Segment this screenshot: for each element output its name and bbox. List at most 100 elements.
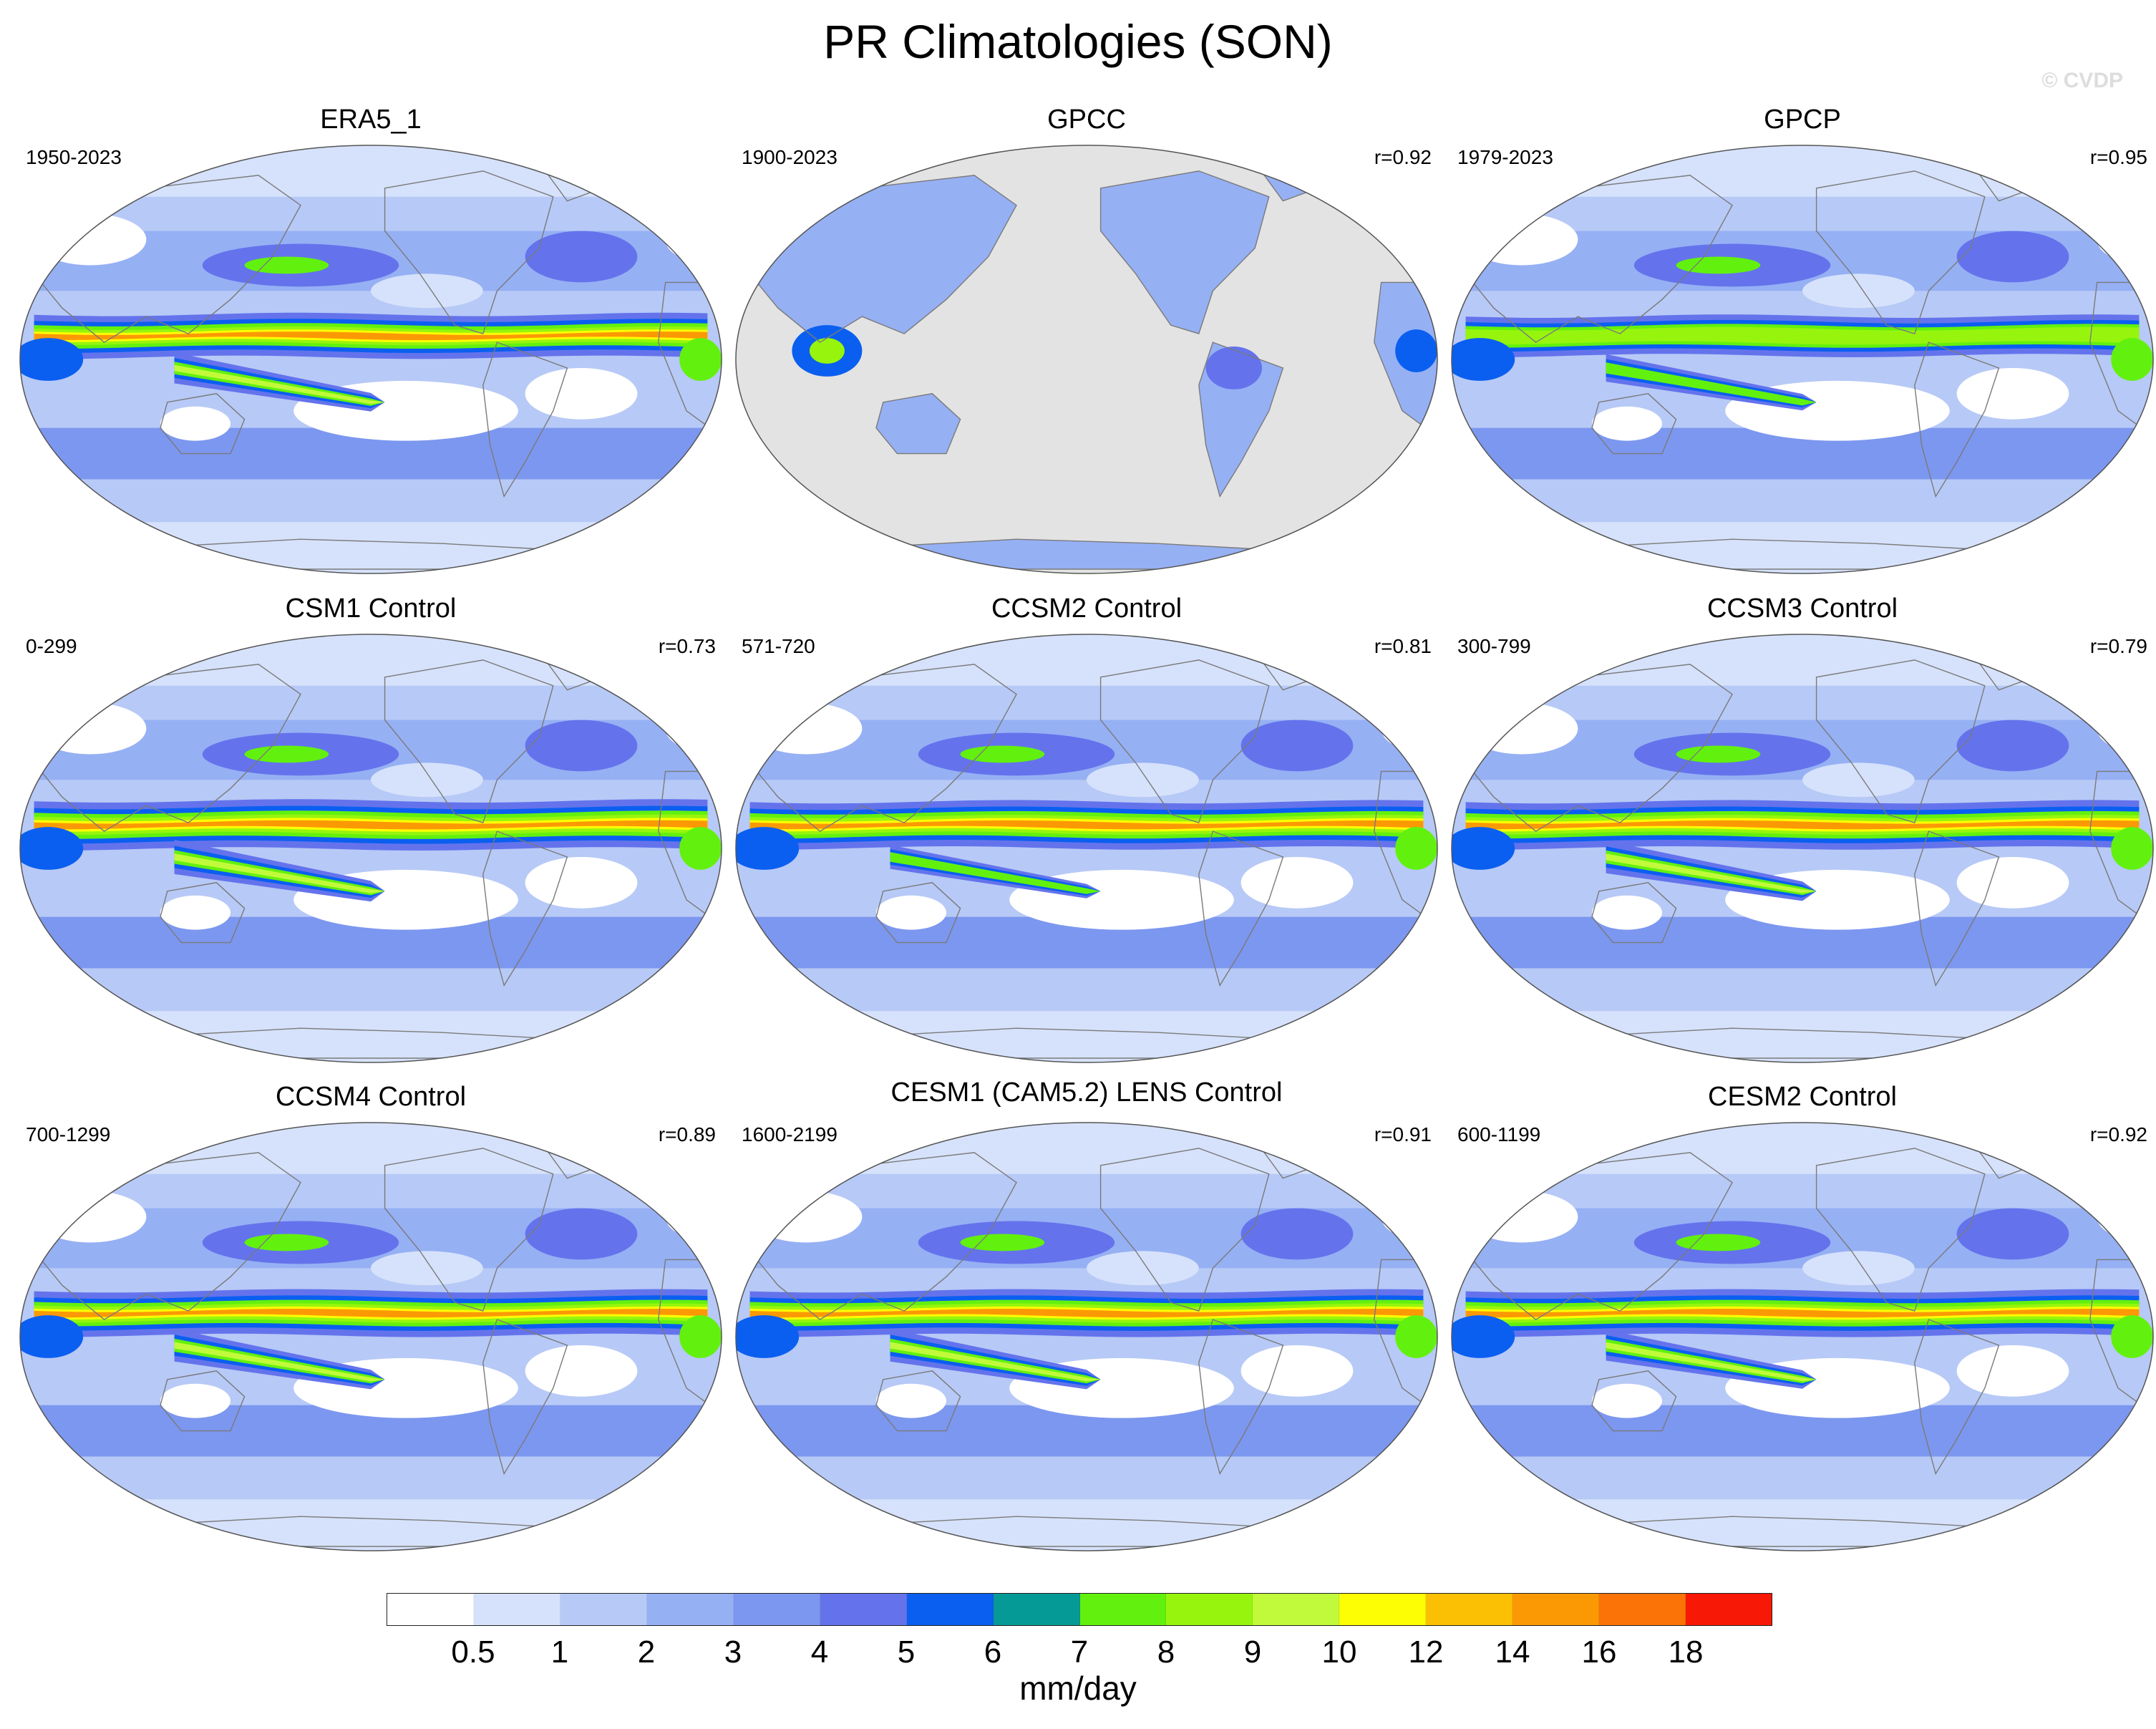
colorbar-swatch: [1599, 1594, 1686, 1625]
colorbar-swatch: [1339, 1594, 1427, 1625]
itcz-contour-5: [34, 331, 708, 341]
colorbar-swatch: [1253, 1594, 1340, 1625]
colorbar-swatch: [906, 1594, 994, 1625]
coastline-asia: [33, 1152, 301, 1320]
colorbar-tick-label: 2: [637, 1634, 656, 1670]
colorbar-swatch: [993, 1594, 1080, 1625]
panel-years: 700-1299: [26, 1123, 111, 1146]
precip-map-ccsm3: [1451, 634, 2154, 1063]
panel-title: CCSM4 Control: [275, 1082, 467, 1112]
panel-years: 571-720: [742, 635, 815, 657]
itcz-contour-5: [749, 820, 1424, 830]
itcz-contour-5: [34, 1309, 708, 1318]
colorbar-tick-label: 9: [1243, 1634, 1262, 1670]
coastline-samerica: [1198, 1319, 1284, 1476]
colorbar-tick-label: 10: [1321, 1634, 1357, 1670]
panel-years: 1979-2023: [1457, 146, 1553, 168]
coastline-namerica: [1815, 1148, 1986, 1312]
map-border: [735, 145, 1438, 574]
spcz-contour-3: [1606, 1342, 1817, 1382]
panel-title: GPCC: [1047, 105, 1126, 135]
coastline-australia: [875, 1370, 961, 1432]
precip-map-ccsm2: [735, 634, 1438, 1063]
colorbar-swatch: [1512, 1594, 1600, 1625]
coastline-australia: [1591, 393, 1677, 455]
coastline-australia: [160, 882, 246, 944]
precip-map-gpcp: [1451, 145, 2154, 574]
panel-years: 1600-2199: [742, 1123, 837, 1146]
panel-pattern-correlation: r=0.73: [658, 635, 716, 657]
spcz-contour-2: [1606, 362, 1817, 406]
colorbar-tick-label: 1: [550, 1634, 569, 1670]
coastline-asia: [749, 175, 1017, 343]
colorbar-tick-label: 6: [984, 1634, 1002, 1670]
map-panel-ccsm4: CCSM4 Control 700-1299 r=0.89: [13, 1081, 729, 1568]
panel-pattern-correlation: r=0.81: [1374, 635, 1432, 657]
panel-title: CESM1 (CAM5.2) LENS Control: [890, 1077, 1283, 1108]
panel-pattern-correlation: r=0.91: [1374, 1123, 1432, 1146]
colorbar-tick-label: 16: [1581, 1634, 1617, 1670]
map-panel-cesm1: CESM1 (CAM5.2) LENS Control 1600-2199 r=0.…: [729, 1077, 1444, 1568]
colorbar-tick-label: 18: [1668, 1634, 1704, 1670]
colorbar: [387, 1593, 1772, 1626]
panel-pattern-correlation: r=0.95: [2089, 146, 2147, 168]
colorbar-tick-label: 8: [1157, 1634, 1175, 1670]
colorbar-tick-label: 7: [1070, 1634, 1089, 1670]
map-panel-era5: ERA5_1 1950-2023: [13, 104, 729, 591]
land-field-australia: [876, 393, 961, 454]
itcz-contour-5: [34, 820, 708, 830]
coastline-asia: [33, 664, 301, 832]
itcz-contour-3: [1465, 326, 2140, 345]
colorbar-swatch: [1079, 1594, 1167, 1625]
colorbar-swatch: [733, 1594, 820, 1625]
panel-title: GPCP: [1764, 105, 1841, 135]
spcz-contour-2: [890, 852, 1101, 894]
colorbar-ticks: 0.5 1 2 3 4 5 6 7 8 9 10 12 14 16 18: [387, 1632, 1772, 1675]
spcz-contour-3: [174, 853, 385, 893]
spcz-contour-3: [1606, 853, 1817, 893]
coastline-namerica: [1815, 659, 1986, 823]
coastline-samerica: [482, 830, 568, 987]
colorbar-swatch: [820, 1594, 907, 1625]
coastline-asia: [1465, 175, 1733, 343]
colorbar-tick-label: 14: [1495, 1634, 1530, 1670]
panel-years: 1900-2023: [742, 146, 837, 168]
colorbar-swatch: [473, 1594, 560, 1625]
map-border: [1451, 1122, 2154, 1551]
colorbar-swatch: [387, 1594, 474, 1625]
map-border: [19, 1122, 722, 1551]
spcz-contour-3: [174, 1342, 385, 1382]
map-border: [735, 634, 1438, 1063]
panel-title: CCSM3 Control: [1706, 594, 1898, 624]
panel-years: 300-799: [1457, 635, 1531, 657]
colorbar-tick-label: 12: [1408, 1634, 1444, 1670]
coastline-australia: [160, 1370, 246, 1432]
spcz-contour-3: [174, 364, 385, 405]
panel-years: 0-299: [26, 635, 77, 657]
coastline-samerica: [1198, 830, 1284, 987]
coastline-samerica: [1914, 1319, 2000, 1476]
colorbar-units: mm/day: [1019, 1670, 1137, 1707]
coastline-asia: [749, 1152, 1017, 1320]
coastline-asia: [1465, 664, 1733, 832]
spcz-contour-3: [890, 1342, 1101, 1382]
coastline-namerica: [1815, 170, 1986, 334]
coastline-samerica: [1198, 342, 1284, 498]
map-border: [19, 634, 722, 1063]
coastline-samerica: [1914, 830, 2000, 987]
panel-title: CCSM2 Control: [991, 594, 1183, 624]
itcz-contour-5: [1465, 1309, 2140, 1318]
precip-map-ccsm4: [19, 1122, 722, 1551]
coastline-namerica: [1099, 1148, 1270, 1312]
figure-title: PR Climatologies (SON): [823, 15, 1333, 68]
colorbar-swatch: [1166, 1594, 1253, 1625]
itcz-contour-5: [1465, 820, 2140, 830]
panel-title: CESM2 Control: [1708, 1082, 1897, 1112]
colorbar-tick-label: 0.5: [451, 1634, 495, 1670]
precip-map-gpcc: [735, 145, 1438, 574]
colorbar-swatch: [1426, 1594, 1513, 1625]
precip-map-cesm2: [1451, 1122, 2154, 1551]
coastline-australia: [875, 882, 961, 944]
precip-map-era5: [19, 145, 722, 574]
precip-map-cesm1: [735, 1122, 1438, 1551]
